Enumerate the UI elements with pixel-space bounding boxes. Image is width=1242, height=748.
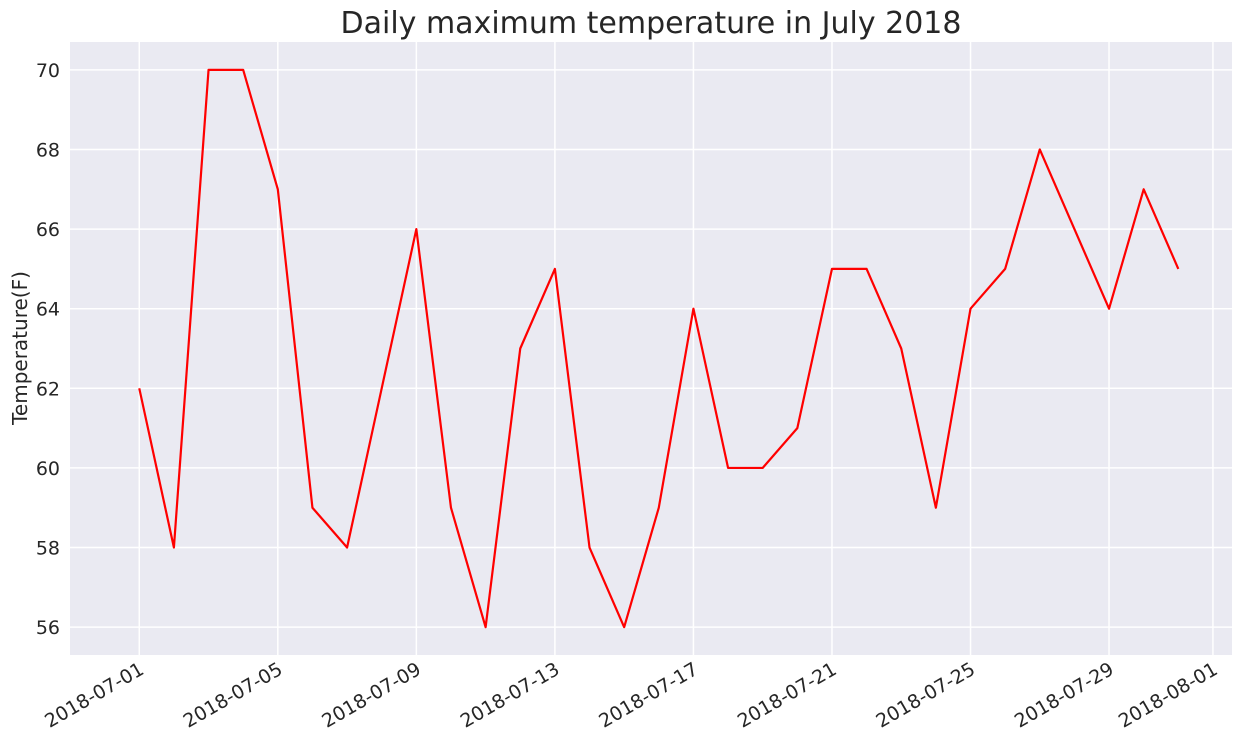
x-tick-label: 2018-07-13 bbox=[457, 658, 564, 732]
y-tick-labels: 56 58 60 62 64 66 68 70 bbox=[36, 60, 60, 639]
y-tick-label: 68 bbox=[36, 139, 60, 161]
plot-area bbox=[70, 42, 1232, 655]
x-gridlines bbox=[138, 42, 1214, 655]
y-tick-label: 64 bbox=[36, 299, 60, 321]
chart-title: Daily maximum temperature in July 2018 bbox=[341, 6, 962, 41]
series-line bbox=[138, 68, 1180, 629]
x-tick-label: 2018-07-21 bbox=[734, 658, 841, 732]
x-tick-labels: 2018-07-01 2018-07-05 2018-07-09 2018-07-13… bbox=[41, 658, 1221, 732]
y-tick-label: 60 bbox=[36, 458, 60, 480]
y-axis-label: Temperature(F) bbox=[8, 271, 32, 426]
y-gridlines bbox=[70, 69, 1232, 628]
y-tick-label: 70 bbox=[36, 60, 60, 82]
series-layer bbox=[138, 68, 1180, 629]
x-tick-label: 2018-07-05 bbox=[180, 658, 287, 732]
x-tick-label: 2018-07-29 bbox=[1011, 658, 1118, 732]
x-tick-label: 2018-08-01 bbox=[1115, 658, 1222, 732]
y-tick-label: 56 bbox=[36, 617, 60, 639]
x-tick-label: 2018-07-01 bbox=[41, 658, 148, 732]
x-tick-label: 2018-07-09 bbox=[318, 658, 425, 732]
y-tick-label: 66 bbox=[36, 219, 60, 241]
x-tick-label: 2018-07-25 bbox=[872, 658, 979, 732]
y-tick-label: 58 bbox=[36, 538, 60, 560]
y-tick-label: 62 bbox=[36, 378, 60, 400]
x-tick-label: 2018-07-17 bbox=[595, 658, 702, 732]
